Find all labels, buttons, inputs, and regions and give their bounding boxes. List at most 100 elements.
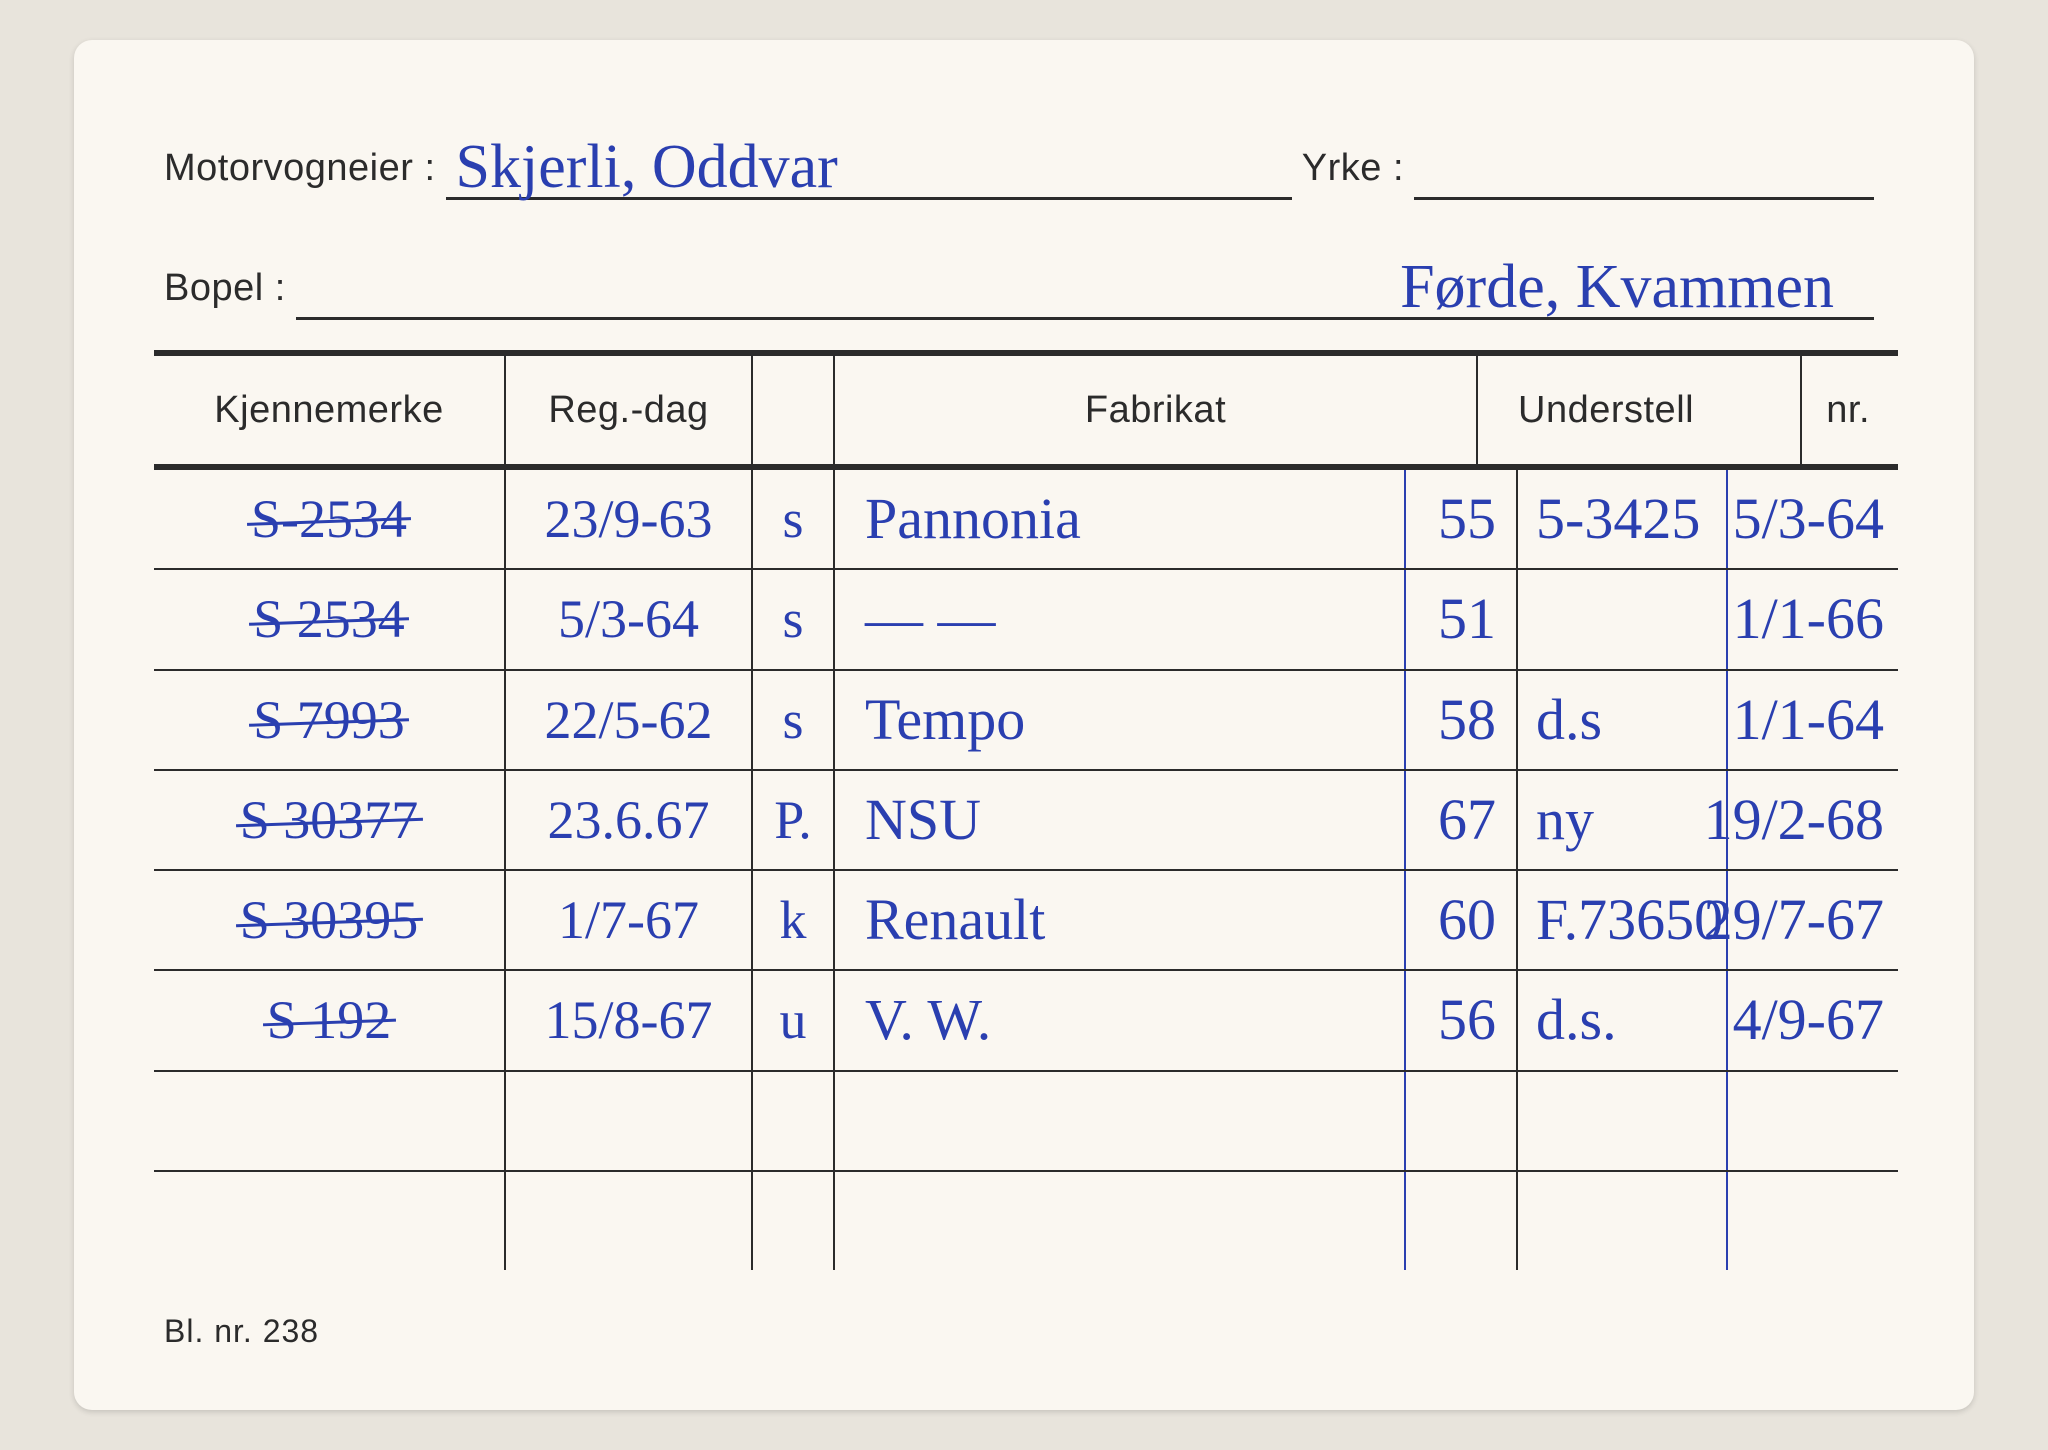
col-header-fabrikat-text: Fabrikat (1085, 389, 1226, 432)
index-card: Motorvogneier : Skjerli, Oddvar Yrke : B… (74, 40, 1974, 1410)
table-row: S 7993 22/5-62 s Tempo 58 d.s1/1-64 (154, 671, 1898, 771)
table-row: S 2534 5/3-64 s— —51 1/1-66 (154, 570, 1898, 670)
table-row: S 303951/7-67kRenault60F.7365029/7-67 (154, 871, 1898, 971)
hand-column-line (1404, 771, 1406, 869)
hand-column-line (1404, 470, 1406, 568)
col-header-reg-dag: Reg.-dag (506, 356, 753, 464)
cell-understell-nr: d.s1/1-64 (1518, 671, 1898, 769)
cell-reg-dag: 22/5-62 (506, 671, 753, 769)
col-header-fabrikat: Fabrikat (835, 356, 1478, 464)
col-header-kjennemerke: Kjennemerke (154, 356, 506, 464)
cell-kjennemerke-text: S 2534 (253, 592, 405, 646)
cell-kjennemerke-text: S 192 (267, 993, 392, 1047)
col-header-nr-text: nr. (1826, 389, 1870, 432)
cell-reg-dag: 23.6.67 (506, 771, 753, 869)
cell-understell-nr: 5-3425 5/3-64 (1518, 470, 1898, 568)
bopel-label: Bopel : (164, 267, 286, 320)
cell-reg-dag-text: 22/5-62 (545, 693, 713, 747)
hand-column-line (1726, 570, 1728, 668)
cell-reg-dag: 23/9-63 (506, 470, 753, 568)
cell-kjennemerke-text: S 30395 (240, 893, 419, 947)
cell-understell-nr (1518, 1172, 1898, 1270)
cell-nr-text: 1/1-66 (1733, 590, 1884, 648)
cell-understell-text: d.s. (1536, 991, 1617, 1049)
table-row: S-2534 23/9-63 s Pannonia 55 5-3425 5/3-64 (154, 470, 1898, 570)
hand-column-line (1404, 570, 1406, 668)
cell-kjennemerke (154, 1072, 506, 1170)
cell-understell-text: F.73650 (1536, 891, 1723, 949)
cell-kjennemerke: S 2534 (154, 570, 506, 668)
col-header-blank (753, 356, 835, 464)
cell-fabrikat: V. W.56 (835, 971, 1518, 1069)
cell-code-text: P. (774, 793, 812, 847)
cell-reg-dag: 1/7-67 (506, 871, 753, 969)
hand-column-line (1404, 671, 1406, 769)
cell-understell-nr (1518, 1072, 1898, 1170)
cell-year-text: 55 (1438, 490, 1496, 548)
cell-code (753, 1072, 835, 1170)
cell-kjennemerke: S 7993 (154, 671, 506, 769)
cell-year-text: 60 (1438, 891, 1496, 949)
cell-year-text: 67 (1438, 791, 1496, 849)
hand-column-line (1726, 1172, 1728, 1270)
cell-year-text: 51 (1438, 590, 1496, 648)
cell-code: s (753, 470, 835, 568)
cell-code-text: k (780, 893, 807, 947)
cell-understell-text: ny (1536, 791, 1594, 849)
col-header-understell-text: Understell (1518, 389, 1694, 432)
cell-code: k (753, 871, 835, 969)
table-row (154, 1072, 1898, 1172)
cell-understell-nr: F.7365029/7-67 (1518, 871, 1898, 969)
cell-reg-dag: 5/3-64 (506, 570, 753, 668)
col-header-understell: Understell nr. (1478, 356, 1898, 464)
cell-year-text: 56 (1438, 991, 1496, 1049)
cell-nr-text: 1/1-64 (1733, 691, 1884, 749)
cell-understell-nr: ny 19/2-68 (1518, 771, 1898, 869)
cell-kjennemerke-text: S-2534 (251, 492, 407, 546)
cell-understell-text: 5-3425 (1536, 490, 1700, 548)
cell-reg-dag-text: 1/7-67 (558, 893, 699, 947)
table-row (154, 1172, 1898, 1270)
cell-fabrikat-text: Pannonia (865, 490, 1081, 548)
yrke-label: Yrke : (1302, 147, 1404, 200)
cell-fabrikat (835, 1172, 1518, 1270)
hand-column-line (1726, 971, 1728, 1069)
hand-column-line (1726, 671, 1728, 769)
cell-reg-dag (506, 1172, 753, 1270)
cell-fabrikat-text: Tempo (865, 691, 1025, 749)
cell-reg-dag: 15/8-67 (506, 971, 753, 1069)
bopel-line: Førde, Kvammen (296, 257, 1874, 320)
cell-reg-dag-text: 23/9-63 (545, 492, 713, 546)
cell-kjennemerke: S 30377 (154, 771, 506, 869)
cell-kjennemerke-text: S 30377 (240, 793, 419, 847)
hand-column-line (1404, 971, 1406, 1069)
cell-nr-text: 5/3-64 (1733, 490, 1884, 548)
hand-column-line (1404, 871, 1406, 969)
hand-column-line (1726, 470, 1728, 568)
table-header: Kjennemerke Reg.-dag Fabrikat Understell… (154, 356, 1898, 470)
cell-code-text: s (782, 492, 803, 546)
yrke-line (1414, 137, 1874, 200)
cell-code-text: u (780, 993, 807, 1047)
cell-fabrikat: — —51 (835, 570, 1518, 668)
understell-nr-divider (1800, 356, 1803, 464)
cell-reg-dag-text: 5/3-64 (558, 592, 699, 646)
table-row: S 30377 23.6.67 P. NSU 67 ny 19/2-68 (154, 771, 1898, 871)
cell-nr-text: 4/9-67 (1733, 991, 1884, 1049)
cell-nr-text: 19/2-68 (1704, 791, 1884, 849)
cell-reg-dag-text: 15/8-67 (545, 993, 713, 1047)
cell-code (753, 1172, 835, 1270)
cell-year-text: 58 (1438, 691, 1496, 749)
form-id: Bl. nr. 238 (164, 1313, 319, 1350)
motorvogneier-line: Skjerli, Oddvar (446, 137, 1292, 200)
cell-fabrikat (835, 1072, 1518, 1170)
cell-code: s (753, 671, 835, 769)
table-row: S 192 15/8-67 u V. W.56 d.s. 4/9-67 (154, 971, 1898, 1071)
cell-code: s (753, 570, 835, 668)
bopel-value: Førde, Kvammen (1400, 252, 1834, 323)
vehicle-table: Kjennemerke Reg.-dag Fabrikat Understell… (154, 350, 1898, 1270)
cell-fabrikat-text: NSU (865, 791, 981, 849)
cell-kjennemerke: S-2534 (154, 470, 506, 568)
cell-understell-nr: d.s. 4/9-67 (1518, 971, 1898, 1069)
cell-reg-dag-text: 23.6.67 (548, 793, 710, 847)
